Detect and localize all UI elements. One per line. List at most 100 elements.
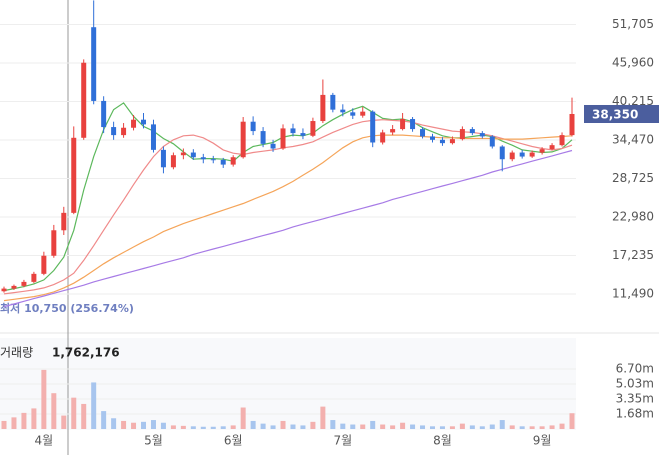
x-tick-label: 5월 [144, 434, 163, 448]
y-tick-label: 34,470 [612, 133, 654, 147]
volume-bar [380, 424, 386, 429]
volume-bar [439, 426, 445, 429]
moving-average-line [3, 149, 573, 308]
candle-body [220, 159, 226, 165]
volume-bar [479, 426, 485, 429]
volume-bar [11, 417, 17, 429]
volume-bar [250, 420, 256, 429]
volume-bar [340, 423, 346, 429]
candle-body [459, 129, 465, 140]
x-tick-label: 6월 [224, 434, 243, 448]
volume-bar [569, 413, 575, 429]
volume-bar [410, 424, 416, 429]
y-tick-label: 22,980 [612, 210, 654, 224]
candle-body [101, 100, 107, 128]
volume-bar [220, 426, 226, 429]
candle-body [380, 132, 386, 143]
volume-bar [360, 424, 366, 429]
candle-body [310, 121, 316, 136]
candle-body [250, 121, 256, 132]
volume-bar [370, 420, 376, 429]
candle-body [170, 155, 176, 168]
candle-body [390, 129, 396, 133]
volume-bar [51, 393, 57, 429]
volume-tick-label: 6.70m [616, 362, 654, 376]
volume-bar [549, 425, 555, 429]
volume-bar [240, 407, 246, 429]
volume-bar [420, 425, 426, 429]
candle-body [400, 119, 406, 130]
candle-body [1, 288, 7, 292]
candle-body [71, 137, 77, 213]
y-tick-label: 45,960 [612, 55, 654, 69]
volume-bar [81, 403, 87, 429]
candle-body [330, 94, 336, 110]
volume-bar [190, 426, 196, 429]
candle-body [549, 145, 555, 150]
volume-bar [21, 412, 27, 429]
x-tick-label: 7월 [333, 434, 352, 448]
volume-bar [141, 421, 147, 429]
candle-body [370, 111, 376, 143]
volume-bar [91, 382, 97, 429]
volume-bar [539, 426, 545, 429]
current-price-tag [584, 104, 659, 123]
volume-bar [280, 420, 286, 429]
candle-body [270, 143, 276, 149]
y-tick-label: 11,490 [612, 287, 654, 301]
x-tick-label: 8월 [433, 434, 452, 448]
candle-body [489, 136, 495, 147]
volume-current: 1,762,176 [52, 346, 120, 360]
candle-body [210, 159, 216, 161]
candle-body [479, 133, 485, 137]
volume-tick-label: 1.68m [616, 406, 654, 420]
candle-body [91, 27, 97, 101]
candle-body [340, 109, 346, 113]
candle-body [439, 139, 445, 144]
volume-bar [111, 418, 117, 429]
volume-bar [310, 421, 316, 429]
candle-body [190, 152, 196, 158]
low-annotation: 최저 10,750 (256.74%) [0, 301, 134, 315]
candle-body [81, 62, 87, 138]
candle-body [180, 152, 186, 156]
volume-tick-label: 5.03m [616, 376, 654, 390]
y-tick-label: 28,725 [612, 171, 654, 185]
candle-body [121, 127, 127, 136]
volume-bar [469, 425, 475, 429]
candle-body [350, 112, 356, 116]
volume-bar [71, 397, 77, 429]
candle-body [509, 152, 515, 160]
x-tick-label: 4월 [35, 434, 54, 448]
volume-bar [449, 426, 455, 429]
candle-body [429, 136, 435, 140]
candle-body [141, 119, 147, 125]
candle-body [519, 152, 525, 157]
candle-body [230, 157, 236, 165]
x-tick-label: 9월 [533, 434, 552, 448]
candle-body [11, 285, 17, 289]
candle-body [539, 149, 545, 153]
volume-bar [320, 406, 326, 429]
candle-body [160, 149, 166, 168]
candle-body [569, 113, 575, 136]
candle-body [559, 135, 565, 146]
volume-bar [210, 426, 216, 429]
volume-bar [350, 424, 356, 429]
volume-bar [1, 420, 7, 429]
candle-body [420, 129, 426, 137]
volume-bar [400, 422, 406, 429]
volume-bar [230, 425, 236, 429]
volume-bar [300, 425, 306, 429]
volume-bar [499, 420, 505, 429]
candle-body [300, 133, 306, 136]
y-tick-label: 51,705 [612, 17, 654, 31]
candle-body [61, 212, 67, 231]
candle-body [21, 281, 27, 286]
candle-body [260, 131, 266, 144]
candle-body [41, 255, 47, 274]
volume-bar [180, 425, 186, 429]
candle-body [200, 157, 206, 160]
